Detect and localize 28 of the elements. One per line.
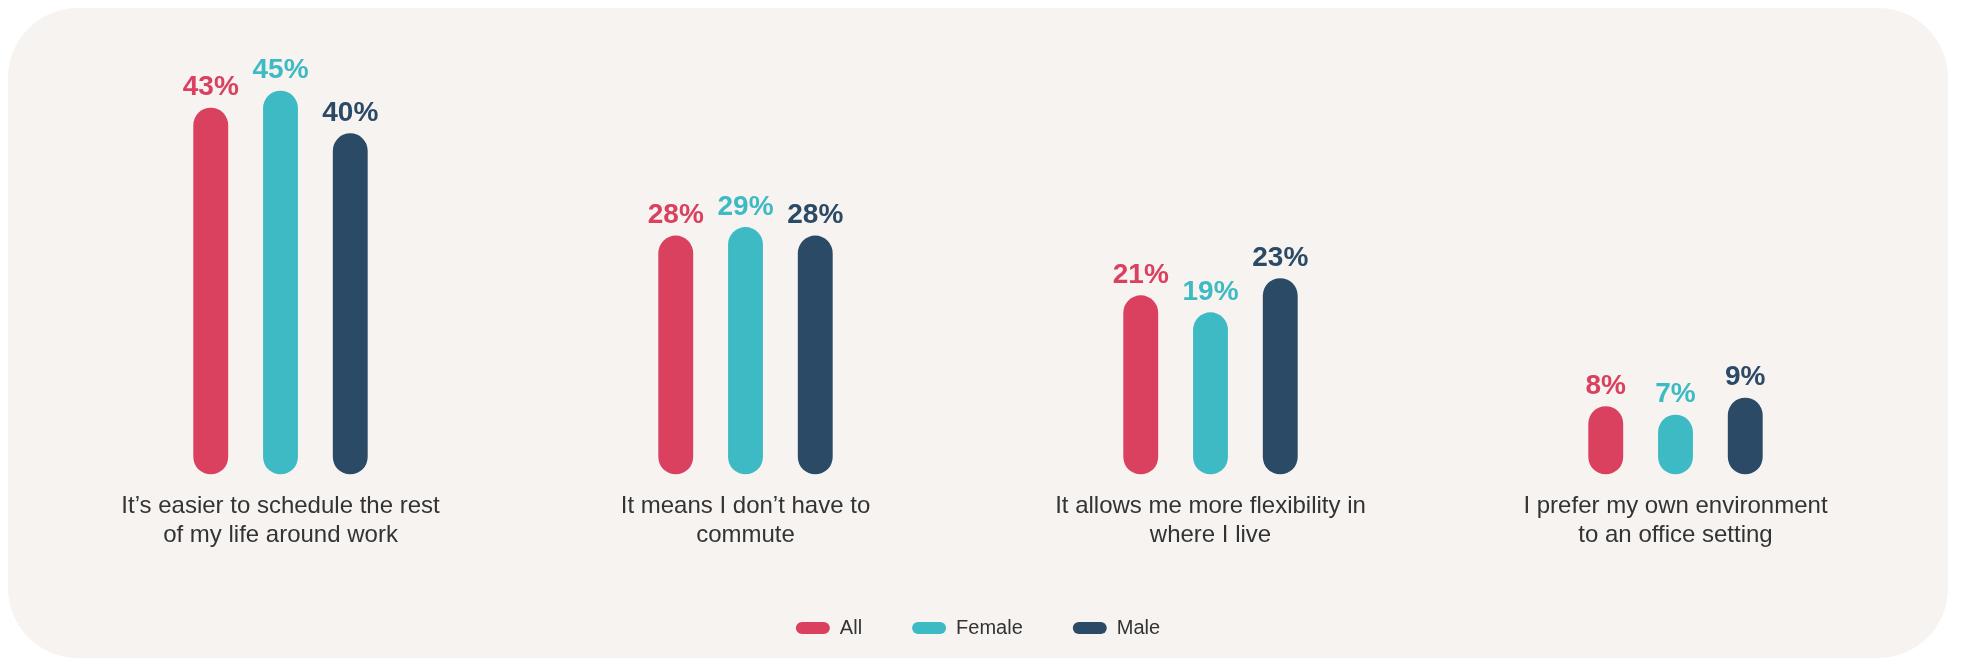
legend-label: All bbox=[839, 615, 863, 638]
bar bbox=[1262, 278, 1298, 475]
bar bbox=[193, 107, 229, 475]
bar bbox=[263, 90, 298, 475]
legend-label: Female bbox=[956, 615, 1023, 638]
data-label: 28% bbox=[787, 198, 844, 230]
bar bbox=[728, 227, 763, 475]
data-label: 45% bbox=[252, 53, 309, 85]
bar bbox=[1193, 312, 1228, 475]
bar bbox=[658, 235, 694, 475]
data-label: 21% bbox=[1112, 258, 1169, 290]
data-label: 28% bbox=[647, 198, 704, 230]
x-tick-label: It’s easier to schedule the rest of my life around work bbox=[121, 491, 441, 548]
bar bbox=[332, 133, 368, 475]
data-label: 19% bbox=[1182, 275, 1239, 307]
data-label: 9% bbox=[1725, 360, 1766, 392]
data-label: 8% bbox=[1585, 368, 1627, 400]
data-label: 7% bbox=[1655, 377, 1696, 409]
x-tick-label: It means I don’t have to commute bbox=[620, 491, 871, 548]
data-label: 29% bbox=[717, 189, 774, 221]
x-tick-label: I prefer my own environment to an office setting bbox=[1523, 491, 1828, 548]
data-label: 23% bbox=[1252, 240, 1309, 272]
data-label: 40% bbox=[322, 96, 379, 127]
bar bbox=[1123, 295, 1159, 475]
bar bbox=[797, 235, 833, 475]
legend-label: Male bbox=[1116, 615, 1161, 638]
x-tick-label: It allows me more flexibility in where I live bbox=[1055, 491, 1366, 548]
data-label: 43% bbox=[182, 70, 239, 102]
